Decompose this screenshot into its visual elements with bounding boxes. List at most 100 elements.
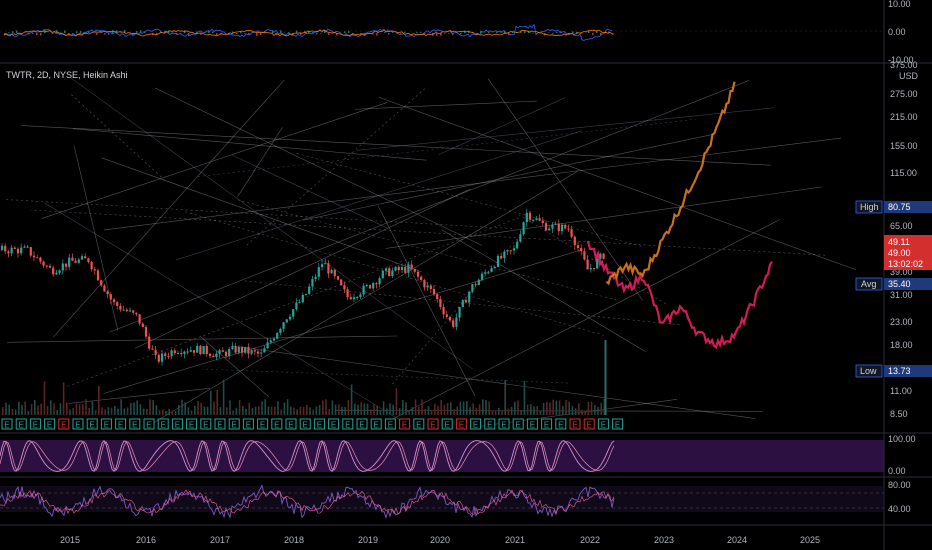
earnings-marker[interactable]: E <box>1 418 13 430</box>
volume-bar <box>482 399 484 415</box>
hist-bar <box>68 33 70 35</box>
earnings-marker[interactable]: E <box>413 418 425 430</box>
earnings-marker[interactable]: E <box>143 418 155 430</box>
earnings-marker[interactable]: E <box>541 418 553 430</box>
earnings-marker[interactable]: E <box>15 418 27 430</box>
earnings-marker[interactable]: E <box>186 418 198 430</box>
volume-bar <box>354 403 356 415</box>
earnings-marker[interactable]: E <box>328 418 340 430</box>
hist-bar <box>444 33 446 34</box>
candle-body <box>16 248 20 254</box>
candle-body <box>452 320 455 327</box>
stoch-d-line <box>0 441 615 471</box>
earnings-label: E <box>260 421 265 430</box>
candle-body <box>263 348 266 353</box>
volume-bar <box>341 406 343 415</box>
symbol-label[interactable]: TWTR, 2D, NYSE, Heikin Ashi <box>6 70 128 80</box>
trendline <box>237 127 283 198</box>
earnings-marker[interactable]: E <box>441 418 453 430</box>
earnings-box <box>455 418 467 430</box>
trendline <box>71 94 165 180</box>
hist-bar <box>232 31 234 33</box>
volume-bar <box>376 405 378 415</box>
earnings-marker[interactable]: E <box>157 418 169 430</box>
volume-bar <box>350 384 353 415</box>
earnings-box <box>356 418 368 430</box>
candle-body <box>77 259 80 263</box>
earnings-marker[interactable]: E <box>313 418 325 430</box>
candle-body <box>68 257 71 267</box>
earnings-marker[interactable]: E <box>384 418 396 430</box>
earnings-marker[interactable]: E <box>299 418 311 430</box>
volume-bar <box>456 406 458 415</box>
volume-bar <box>18 401 20 415</box>
earnings-marker[interactable]: E <box>271 418 283 430</box>
hist-bar <box>212 31 214 33</box>
avg-tag: Avg 35.40 <box>855 277 932 291</box>
earnings-marker[interactable]: E <box>44 418 56 430</box>
year-label: 2020 <box>430 535 450 545</box>
earnings-marker[interactable]: E <box>470 418 482 430</box>
earnings-marker[interactable]: E <box>242 418 254 430</box>
earnings-marker[interactable]: E <box>512 418 524 430</box>
earnings-marker[interactable]: E <box>455 418 467 430</box>
earnings-label: E <box>587 421 592 430</box>
time-axis[interactable]: 2015 2016 2017 2018 2019 2020 2021 2022 … <box>60 535 820 545</box>
trendline <box>392 238 518 385</box>
candle-body <box>253 350 256 352</box>
candle-body <box>292 309 295 317</box>
earnings-marker[interactable]: E <box>399 418 411 430</box>
earnings-marker[interactable]: E <box>597 418 609 430</box>
volume-bar <box>78 404 81 415</box>
earnings-marker[interactable]: E <box>555 418 567 430</box>
earnings-marker[interactable]: E <box>569 418 581 430</box>
earnings-marker[interactable]: E <box>356 418 368 430</box>
earnings-marker[interactable]: E <box>526 418 538 430</box>
hist-bar <box>376 33 378 36</box>
hist-bar <box>572 31 574 33</box>
earnings-marker[interactable]: E <box>583 418 595 430</box>
candle-body <box>535 218 538 220</box>
earnings-marker[interactable]: E <box>498 418 510 430</box>
earnings-marker[interactable]: E <box>171 418 183 430</box>
earnings-marker[interactable]: E <box>484 418 496 430</box>
volume-bar <box>200 402 202 415</box>
earnings-marker[interactable]: E <box>100 418 112 430</box>
price-tick: 65.00 <box>890 221 913 231</box>
volume-bar <box>344 407 346 415</box>
earnings-marker[interactable]: E <box>200 418 212 430</box>
hist-bar <box>32 33 34 34</box>
hist-bar <box>140 30 142 33</box>
hist-bar <box>124 30 126 33</box>
earnings-marker[interactable]: E <box>29 418 41 430</box>
volume-bar <box>178 405 180 415</box>
earnings-marker[interactable]: E <box>214 418 226 430</box>
high-tag: High 80.75 <box>855 200 932 214</box>
earnings-marker[interactable]: E <box>427 418 439 430</box>
volume-bar <box>430 410 433 415</box>
volume-bar <box>494 410 497 415</box>
earnings-marker[interactable]: E <box>612 418 624 430</box>
volume-bar <box>46 406 49 415</box>
earnings-marker[interactable]: E <box>58 418 70 430</box>
earnings-marker[interactable]: E <box>115 418 127 430</box>
volume-bar <box>574 408 577 415</box>
earnings-marker[interactable]: E <box>228 418 240 430</box>
earnings-marker[interactable]: E <box>370 418 382 430</box>
earnings-marker[interactable]: E <box>285 418 297 430</box>
candle-body <box>333 269 336 277</box>
earnings-marker[interactable]: E <box>257 418 269 430</box>
earnings-marker[interactable]: E <box>342 418 354 430</box>
earnings-marker[interactable]: E <box>129 418 141 430</box>
volume-bar <box>437 406 439 415</box>
earnings-marker[interactable]: E <box>72 418 84 430</box>
earnings-box <box>313 418 325 430</box>
earnings-marker[interactable]: E <box>86 418 98 430</box>
price-axis[interactable]: 375.00 USD 275.00 215.00 155.00 115.00 6… <box>890 60 919 419</box>
volume-bar <box>603 399 606 415</box>
volume-bar <box>75 403 78 415</box>
year-label: 2022 <box>580 535 600 545</box>
